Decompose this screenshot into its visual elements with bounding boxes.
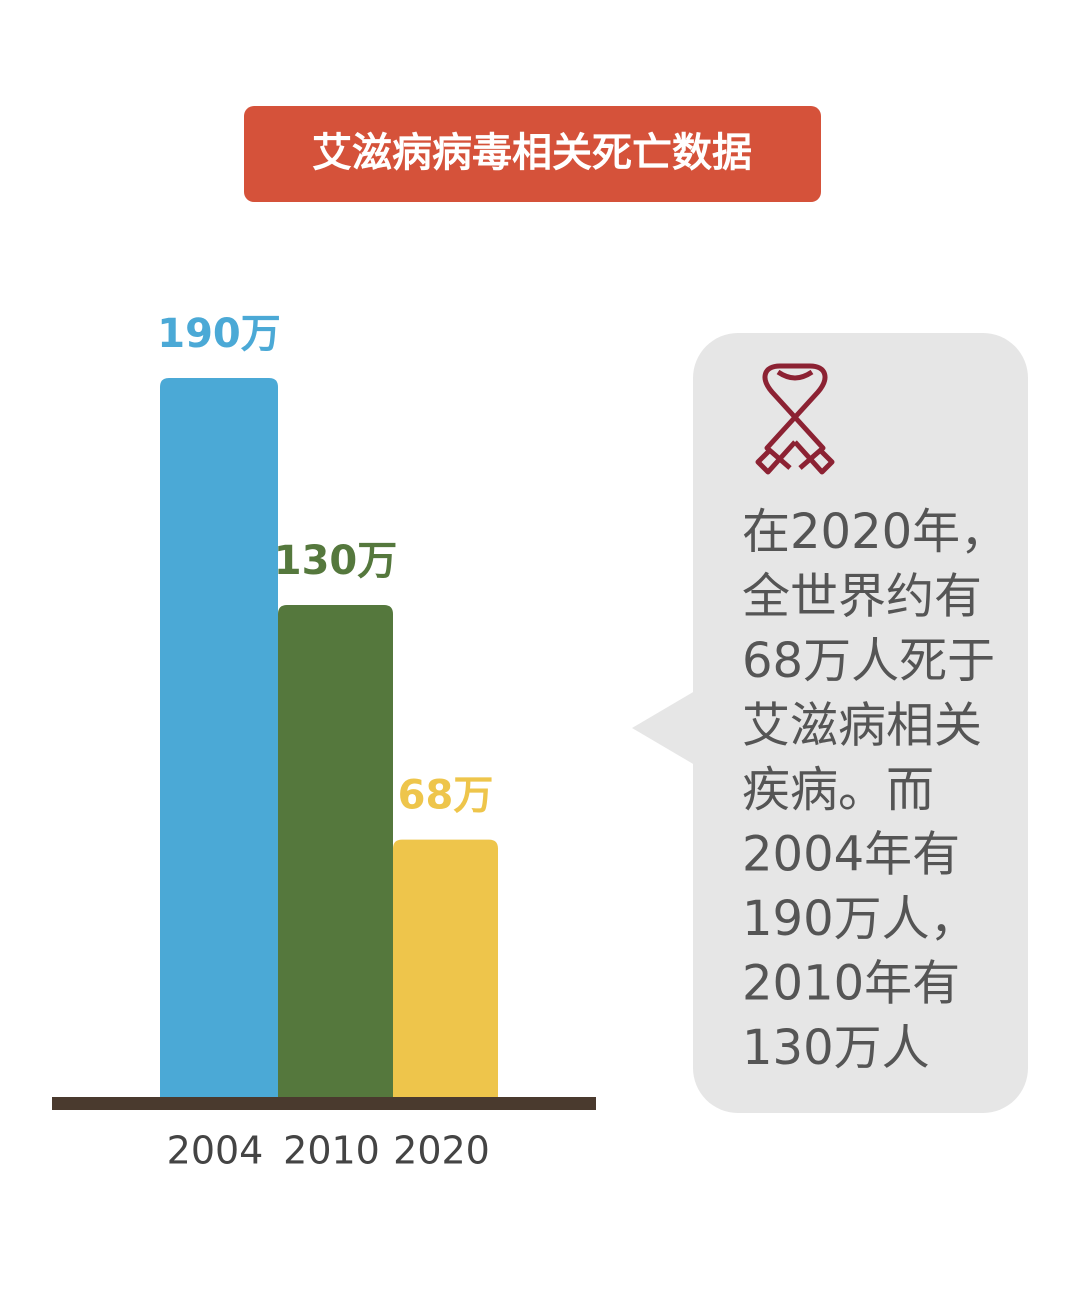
bar xyxy=(393,839,498,1097)
bar xyxy=(160,378,278,1097)
value-label: 68万 xyxy=(398,773,494,819)
baseline xyxy=(52,1097,596,1110)
ribbon-icon xyxy=(755,363,835,475)
callout-line: 艾滋病相关 xyxy=(742,698,982,754)
callout-line: 在2020年， xyxy=(742,504,1008,560)
title-box xyxy=(244,106,821,202)
x-tick-label: 2020 xyxy=(393,1129,490,1173)
value-label: 130万 xyxy=(274,538,398,584)
callout-line: 疾病。而 xyxy=(742,762,934,818)
bar xyxy=(278,605,393,1097)
callout-line: 190万人， xyxy=(742,891,978,947)
callout-line: 全世界约有 xyxy=(742,569,982,625)
x-tick-label: 2010 xyxy=(283,1129,380,1173)
value-label: 190万 xyxy=(157,311,281,357)
callout-line: 2010年有 xyxy=(742,956,960,1012)
callout-line: 130万人 xyxy=(742,1020,930,1076)
callout-line: 68万人死于 xyxy=(742,633,995,689)
chart-title: 艾滋病病毒相关死亡数据 xyxy=(312,130,752,176)
x-tick-label: 2004 xyxy=(167,1129,264,1173)
callout-box xyxy=(693,333,1028,1113)
callout-line: 2004年有 xyxy=(742,827,960,883)
callout-pointer xyxy=(632,688,700,768)
